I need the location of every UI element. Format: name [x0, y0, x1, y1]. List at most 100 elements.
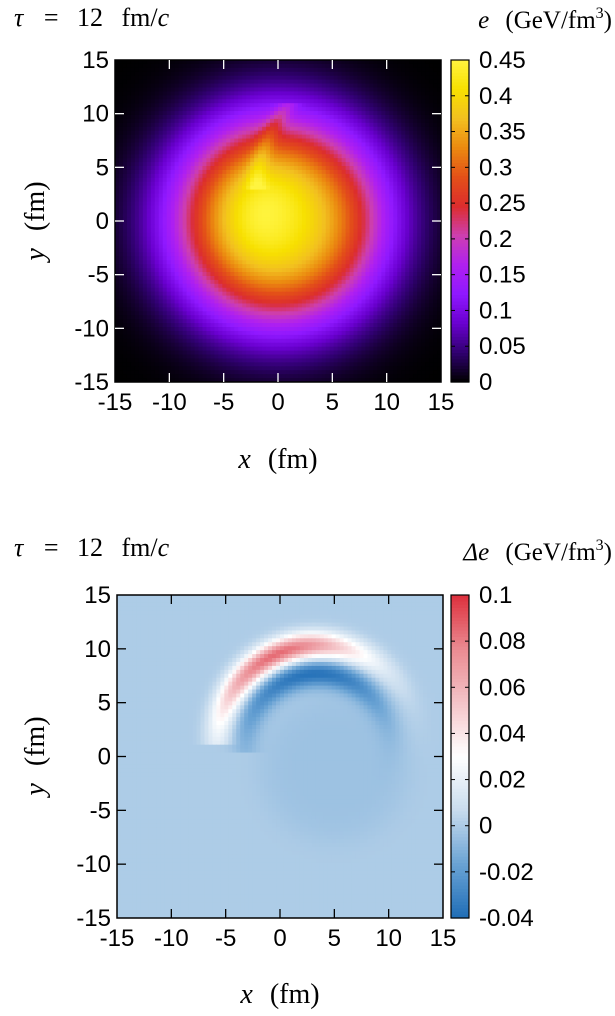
- heatmap-cell: [118, 248, 124, 253]
- heatmap-cell: [325, 99, 331, 104]
- heatmap-cell: [226, 291, 231, 297]
- heatmap-cell: [198, 189, 203, 194]
- heatmap-cell: [266, 256, 271, 261]
- heatmap-cell: [397, 283, 402, 289]
- heatmap-cell: [150, 213, 156, 218]
- heatmap-cell: [341, 126, 347, 132]
- heatmap-cell: [401, 201, 406, 206]
- heatmap-cell: [258, 244, 263, 249]
- heatmap-cell: [325, 244, 331, 249]
- heatmap-cell: [126, 158, 132, 163]
- heatmap-cell: [285, 189, 291, 194]
- heatmap-cell: [357, 134, 362, 139]
- heatmap-cell: [397, 205, 402, 210]
- heatmap-cell: [437, 205, 442, 210]
- heatmap-cell: [250, 197, 255, 202]
- heatmap-cell: [146, 79, 152, 85]
- heatmap-cell: [377, 118, 382, 124]
- heatmap-cell: [226, 150, 231, 155]
- heatmap-cell: [321, 150, 327, 155]
- heatmap-cell: [413, 177, 418, 183]
- heatmap-cell: [150, 248, 156, 253]
- heatmap-cell: [293, 272, 299, 277]
- heatmap-cell: [115, 114, 120, 120]
- heatmap-cell: [341, 111, 347, 116]
- heatmap-cell: [317, 193, 323, 198]
- heatmap-cell: [321, 244, 327, 249]
- heatmap-cell: [365, 221, 370, 226]
- heatmap-cell: [361, 197, 366, 202]
- heatmap-cell: [274, 189, 279, 194]
- heatmap-cell: [313, 213, 319, 218]
- heatmap-cell: [170, 91, 176, 96]
- heatmap-cell: [182, 189, 188, 194]
- heatmap-cell: [278, 63, 283, 69]
- heatmap-cell: [254, 275, 259, 281]
- heatmap-cell: [429, 134, 434, 139]
- heatmap-cell: [385, 272, 390, 277]
- heatmap-cell: [285, 291, 291, 297]
- heatmap-cell: [337, 95, 343, 100]
- heatmap-cell: [146, 87, 152, 92]
- heatmap-cell: [258, 279, 263, 285]
- heatmap-cell: [293, 279, 299, 285]
- heatmap-cell: [373, 240, 378, 246]
- heatmap-cell: [230, 291, 235, 297]
- heatmap-cell: [285, 236, 291, 242]
- heatmap-cell: [365, 91, 370, 96]
- heatmap-cell: [289, 146, 295, 151]
- heatmap-cell: [413, 134, 418, 139]
- heatmap-cell: [182, 60, 188, 65]
- heatmap-cell: [421, 268, 426, 273]
- heatmap-cell: [357, 142, 362, 147]
- heatmap-cell: [150, 79, 156, 85]
- heatmap-cell: [325, 95, 331, 100]
- heatmap-cell: [115, 154, 120, 159]
- heatmap-cell: [218, 91, 223, 96]
- heatmap-cell: [182, 146, 188, 151]
- heatmap-cell: [437, 130, 442, 136]
- heatmap-cell: [329, 205, 335, 210]
- heatmap-cell: [345, 91, 351, 96]
- heatmap-cell: [349, 91, 354, 96]
- heatmap-cell: [341, 103, 347, 108]
- heatmap-cell: [301, 248, 307, 253]
- heatmap-cell: [226, 79, 231, 85]
- heatmap-cell: [381, 169, 386, 175]
- heatmap-cell: [381, 60, 386, 65]
- heatmap-cell: [190, 197, 195, 202]
- heatmap-cell: [337, 275, 343, 281]
- heatmap-cell: [218, 122, 223, 128]
- heatmap-cell: [417, 95, 422, 100]
- heatmap-cell: [373, 252, 378, 257]
- heatmap-cell: [433, 169, 438, 175]
- heatmap-cell: [433, 166, 438, 171]
- heatmap-cell: [115, 221, 120, 226]
- heatmap-cell: [218, 287, 223, 293]
- heatmap-cell: [226, 268, 231, 273]
- heatmap-cell: [186, 150, 191, 155]
- heatmap-cell: [317, 189, 323, 194]
- heatmap-cell: [317, 236, 323, 242]
- heatmap-cell: [309, 185, 315, 191]
- heatmap-cell: [325, 103, 331, 108]
- heatmap-cell: [126, 209, 132, 214]
- heatmap-cell: [150, 99, 156, 104]
- heatmap-cell: [321, 256, 327, 261]
- heatmap-cell: [222, 99, 227, 104]
- heatmap-cell: [361, 232, 366, 238]
- heatmap-cell: [297, 272, 303, 277]
- heatmap-cell: [289, 162, 295, 167]
- heatmap-cell: [373, 295, 378, 300]
- heatmap-cell: [353, 279, 358, 285]
- heatmap-cell: [361, 87, 366, 92]
- heatmap-cell: [337, 287, 343, 293]
- heatmap-cell: [266, 150, 271, 155]
- colorbar-label: e (GeV/fm3): [478, 5, 612, 34]
- heatmap-cell: [254, 287, 259, 293]
- heatmap-cell: [429, 209, 434, 214]
- heatmap-cell: [214, 162, 219, 167]
- heatmap-cell: [433, 126, 438, 132]
- heatmap-cell: [162, 213, 168, 218]
- heatmap-cell: [357, 185, 362, 191]
